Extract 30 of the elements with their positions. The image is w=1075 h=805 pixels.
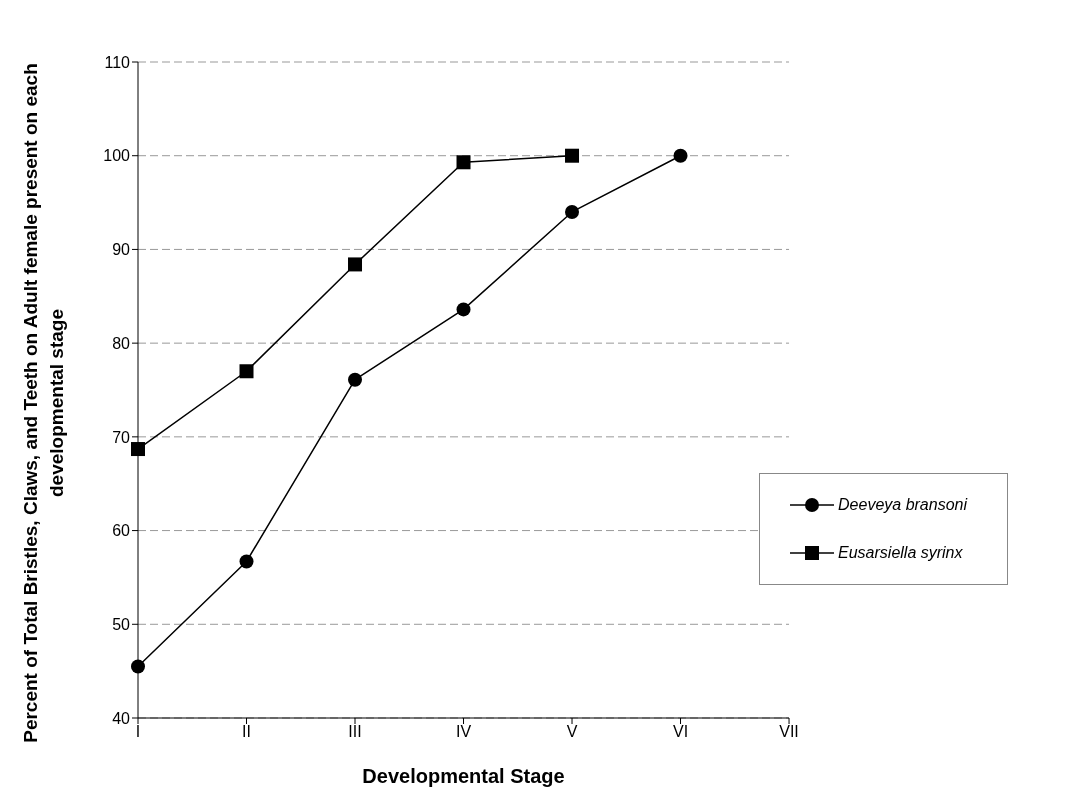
y-tick-label: 60 — [112, 522, 131, 540]
x-tick-label: I — [135, 723, 141, 741]
legend-label: Deeveya bransoni — [838, 496, 967, 514]
point — [565, 204, 580, 219]
point — [348, 257, 363, 272]
y-tick-label: 100 — [103, 147, 131, 165]
point — [239, 554, 254, 569]
point — [673, 148, 688, 163]
legend-label: Eusarsiella syrinx — [838, 544, 963, 562]
y-tick-label: 90 — [112, 241, 131, 259]
point — [348, 372, 363, 387]
x-tick-label: V — [566, 723, 578, 741]
y-tick-label: 40 — [112, 709, 131, 727]
y-tick-label: 50 — [112, 615, 131, 633]
x-axis-title: Developmental Stage — [362, 765, 565, 787]
point — [131, 442, 145, 457]
point — [565, 148, 580, 163]
x-tick-label: VII — [779, 723, 799, 741]
y-axis-title: Percent of Total Bristles, Claws, and Teeth on Adult female present on each developmental stage — [19, 63, 68, 743]
y-tick-label: 110 — [104, 53, 131, 71]
x-tick-label: VI — [672, 723, 689, 741]
point — [131, 659, 145, 674]
x-tick-label: II — [242, 723, 251, 741]
point — [239, 364, 254, 379]
point — [456, 155, 471, 170]
x-tick-label: III — [348, 723, 362, 741]
y-tick-label: 70 — [112, 428, 131, 446]
y-tick-label: 80 — [112, 334, 131, 352]
point — [456, 302, 471, 317]
x-tick-label: IV — [455, 723, 472, 741]
